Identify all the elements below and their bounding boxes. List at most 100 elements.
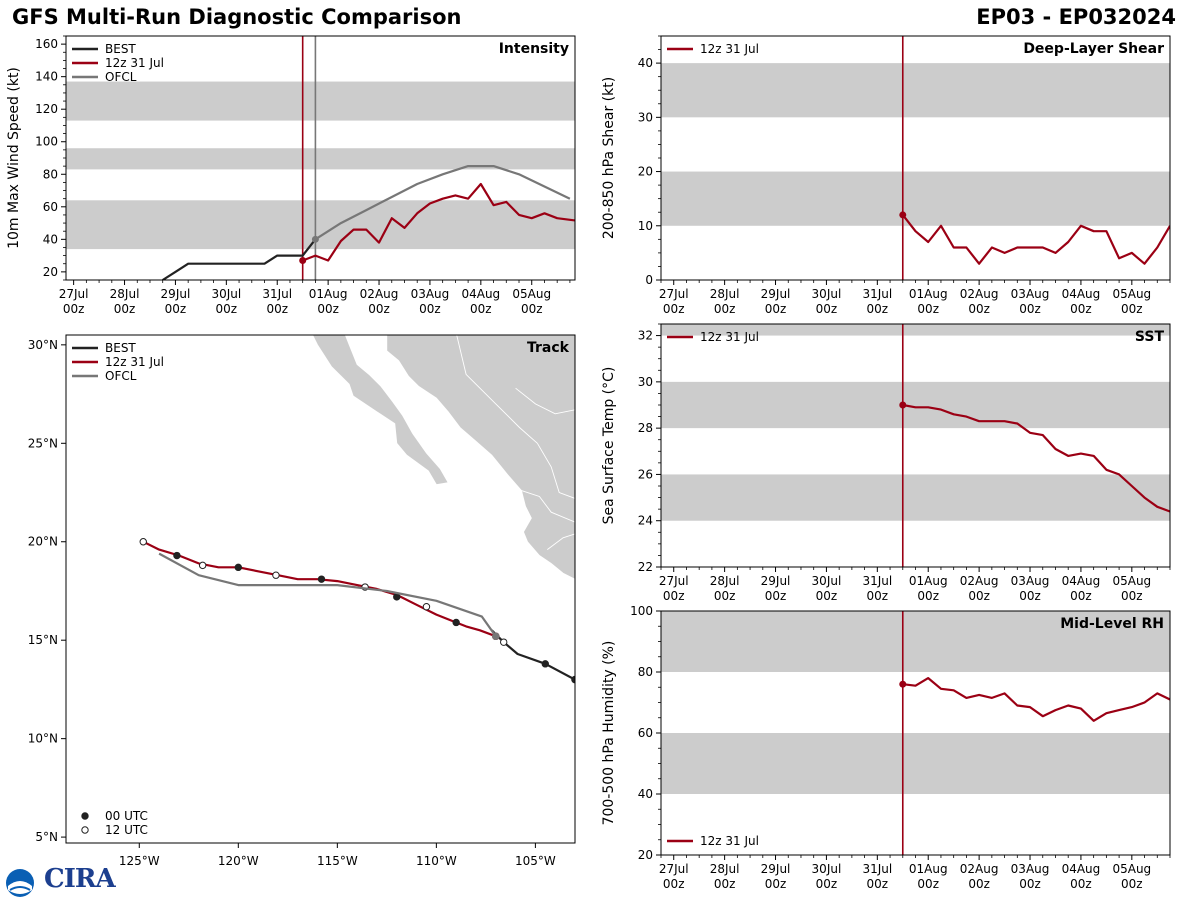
x-tick-label: 31Jul 00z — [862, 862, 892, 891]
legend-marker-00utc — [81, 812, 89, 820]
series-start-marker — [899, 401, 907, 409]
x-tick-label: 30Jul 00z — [812, 287, 842, 316]
series-line-12z-31-jul — [901, 214, 1170, 265]
x-tick-label: 03Aug 00z — [1011, 574, 1050, 603]
plot-area-shear — [661, 36, 1170, 280]
x-tick-label: 30Jul 00z — [812, 574, 842, 603]
legend: 12z 31 Jul — [667, 834, 759, 848]
series-start-marker — [311, 235, 319, 243]
series-line-12z-31-jul — [302, 182, 575, 262]
x-tick-label: 110°W — [416, 854, 457, 868]
threshold-band — [661, 63, 1170, 118]
y-tick-label: 140 — [35, 70, 58, 84]
y-tick-label: 20 — [638, 848, 653, 862]
legend-marker-12utc — [81, 826, 89, 834]
series-line-12z-31-jul — [902, 403, 1170, 513]
plot-area-track — [139, 335, 575, 684]
threshold-band — [66, 81, 575, 121]
y-tick-label: 80 — [43, 167, 58, 181]
marker-00utc — [541, 660, 549, 668]
x-tick-label: 120°W — [218, 854, 259, 868]
legend-label: 12z 31 Jul — [700, 42, 759, 56]
x-tick-label: 28Jul 00z — [710, 862, 740, 891]
y-tick-label: 40 — [43, 232, 58, 246]
x-tick-label: 05Aug 00z — [1112, 862, 1151, 891]
y-tick-label: 30 — [638, 110, 653, 124]
x-tick-label: 01Aug 00z — [909, 574, 948, 603]
state-border — [537, 443, 575, 499]
chart-sst: 22 24 26 28 30 32 27Jul 00z 28Jul 00z 29Jul 00z 30Ju… — [601, 323, 1171, 603]
threshold-band — [661, 733, 1170, 794]
state-border — [547, 533, 575, 550]
x-tick-label: 27Jul 00z — [659, 574, 689, 603]
y-tick-label: 160 — [35, 37, 58, 51]
y-tick-label: 25°N — [28, 436, 58, 450]
y-tick-label: 15°N — [28, 633, 58, 647]
chart-rh: 20 40 60 80 100 27Jul 00z 28Jul 00z 29Jul 00z 30Jul… — [601, 604, 1171, 891]
x-tick-label: 28Jul 00z — [710, 574, 740, 603]
marker-00utc — [234, 563, 243, 572]
x-tick-label: 01Aug 00z — [309, 287, 348, 316]
x-tick-label: 29Jul 00z — [761, 862, 791, 891]
plot-area-intensity — [66, 36, 575, 280]
panel-title: Track — [527, 340, 570, 356]
panel-title: Mid-Level RH — [1060, 616, 1164, 632]
x-tick-label: 125°W — [119, 854, 160, 868]
chart-shear: 0 10 20 30 40 27Jul 00z 28Jul 00z 29Jul 00z 30Jul 00… — [601, 35, 1171, 316]
chart-intensity: 20 40 60 80 100 120 140 160 27Jul 00z 28Jul 00z 29Ju… — [6, 35, 576, 316]
y-axis-label: Sea Surface Temp (°C) — [601, 367, 617, 525]
page-title: GFS Multi-Run Diagnostic Comparison — [12, 5, 462, 29]
plot-area-rh — [661, 611, 1170, 855]
track-current-marker — [571, 675, 575, 684]
x-tick-label: 04Aug 00z — [1062, 862, 1101, 891]
state-border — [521, 490, 575, 523]
x-tick-label: 02Aug 00z — [960, 287, 999, 316]
x-tick-label: 05Aug 00z — [512, 287, 551, 316]
y-tick-label: 100 — [630, 604, 653, 618]
land-baja — [312, 335, 449, 486]
y-tick-label: 60 — [43, 200, 58, 214]
x-tick-label: 115°W — [317, 854, 358, 868]
x-tick-label: 30Jul 00z — [211, 287, 241, 316]
threshold-band — [661, 381, 1170, 429]
legend-label: 12z 31 Jul — [700, 834, 759, 848]
marker-00utc — [317, 575, 326, 583]
series-start-marker — [899, 211, 907, 219]
threshold-band — [661, 171, 1170, 226]
y-tick-label: 26 — [638, 467, 653, 481]
series-start-marker — [899, 680, 907, 688]
y-axis-label: 10m Max Wind Speed (kt) — [6, 67, 22, 249]
threshold-band — [661, 611, 1170, 672]
legend: 12z 31 Jul — [667, 42, 759, 56]
y-tick-label: 100 — [35, 135, 58, 149]
y-tick-label: 22 — [638, 560, 653, 574]
x-tick-label: 28Jul 00z — [710, 287, 740, 316]
cira-logo-text: CIRA — [44, 864, 116, 894]
legend-label: 12z 31 Jul — [105, 56, 164, 70]
marker-legend-label: 00 UTC — [105, 809, 148, 823]
noaa-icon — [6, 869, 34, 897]
y-tick-label: 28 — [638, 421, 653, 435]
axes-frame — [660, 323, 1171, 568]
series-line-12z-31-jul — [142, 540, 497, 638]
legend-label: BEST — [105, 341, 136, 355]
x-tick-label: 31Jul 00z — [862, 574, 892, 603]
x-tick-label: 04Aug 00z — [1062, 287, 1101, 316]
panel-title: Intensity — [499, 41, 569, 57]
series-line-best — [162, 238, 317, 280]
legend-label: OFCL — [105, 369, 137, 383]
y-axis-label: 700-500 hPa Humidity (%) — [601, 641, 617, 826]
x-tick-label: 02Aug 00z — [960, 862, 999, 891]
series-line-ofcl — [158, 552, 497, 637]
marker-12utc — [422, 603, 431, 611]
legend-label: BEST — [105, 42, 136, 56]
y-tick-label: 40 — [638, 56, 653, 70]
y-tick-label: 5°N — [35, 830, 58, 844]
legend-label: 12z 31 Jul — [105, 355, 164, 369]
marker-00utc — [173, 551, 181, 560]
x-tick-label: 29Jul 00z — [761, 574, 791, 603]
y-axis-label: 200-850 hPa Shear (kt) — [601, 77, 617, 239]
